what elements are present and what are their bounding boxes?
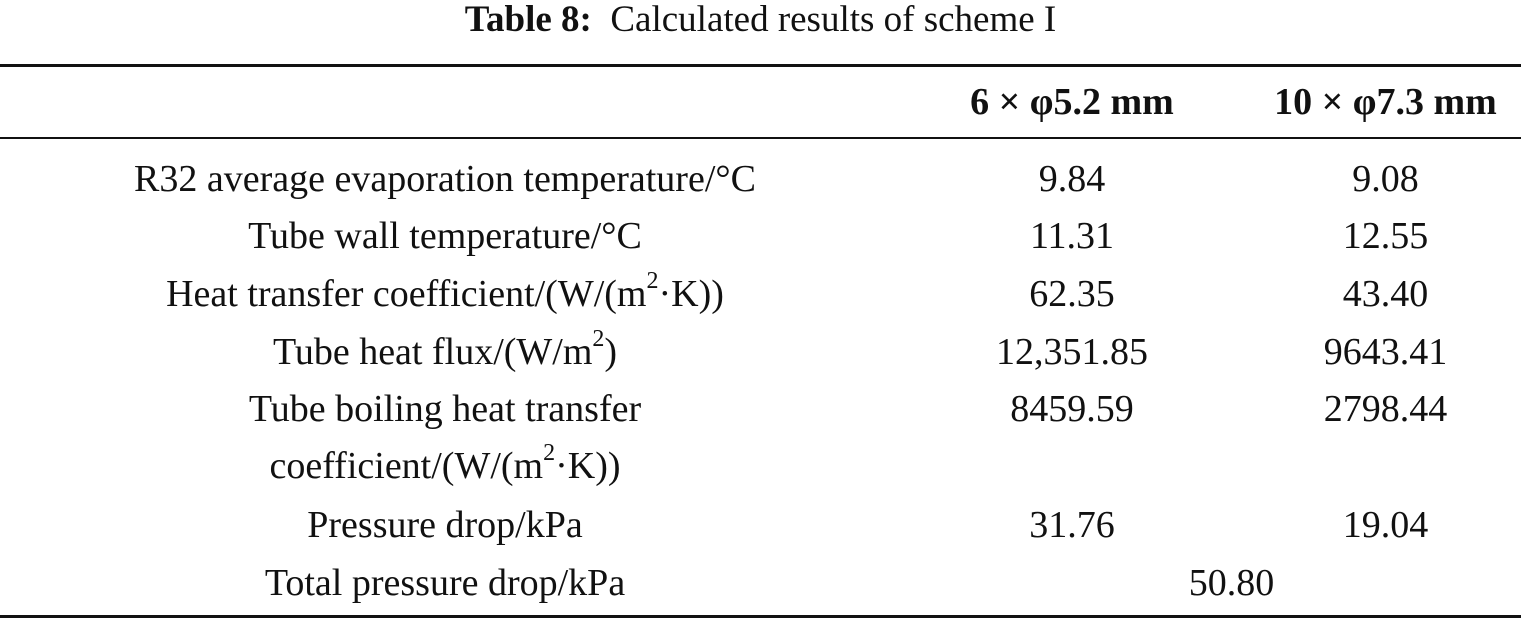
cell-boiling-heat-transfer-a: 8459.59 xyxy=(1010,388,1134,430)
table-bottom-rule xyxy=(0,615,1521,618)
row-label-text: Heat transfer coefficient/(W/(m xyxy=(166,273,647,315)
cell-evaporation-temperature-a: 9.84 xyxy=(1038,158,1106,200)
row-label-total-pressure-drop: Total pressure drop/kPa xyxy=(264,562,626,604)
table-caption: Table 8: Calculated results of scheme I xyxy=(0,0,1521,42)
table-caption-text: Calculated results of scheme I xyxy=(610,0,1057,40)
row-label-text: Tube heat flux/(W/m xyxy=(272,331,593,373)
row-label-heat-transfer-coefficient: Heat transfer coefficient/(W/(m2·K)) xyxy=(0,269,890,316)
row-label-text-tail: ·K)) xyxy=(555,445,621,487)
cell-pressure-drop-a: 31.76 xyxy=(1029,504,1115,546)
row-label-boiling-heat-transfer-line2: coefficient/(W/(m2·K)) xyxy=(0,441,890,488)
cell-tube-heat-flux-a: 12,351.85 xyxy=(996,331,1148,373)
row-label-text: coefficient/(W/(m xyxy=(269,445,544,487)
table-caption-label: Table 8: xyxy=(464,0,592,40)
column-header-6x5.2mm: 6 × φ5.2 mm xyxy=(970,81,1174,123)
cell-heat-transfer-coefficient-b: 43.40 xyxy=(1342,273,1429,315)
superscript: 2 xyxy=(646,268,659,295)
cell-pressure-drop-b: 19.04 xyxy=(1342,504,1429,546)
row-label-text-tail: ) xyxy=(604,331,618,373)
cell-heat-transfer-coefficient-a: 62.35 xyxy=(1029,273,1115,315)
row-label-tube-heat-flux: Tube heat flux/(W/m2) xyxy=(0,327,890,374)
cell-tube-wall-temperature-a: 11.31 xyxy=(1029,215,1115,257)
cell-boiling-heat-transfer-b: 2798.44 xyxy=(1323,388,1448,430)
table-header-rule xyxy=(0,137,1521,139)
row-label-boiling-heat-transfer-line1: Tube boiling heat transfer xyxy=(248,388,642,430)
cell-evaporation-temperature-b: 9.08 xyxy=(1352,158,1419,200)
superscript: 2 xyxy=(592,326,605,353)
cell-total-pressure-drop: 50.80 xyxy=(1188,562,1275,604)
row-label-text-tail: ·K)) xyxy=(658,273,724,315)
row-label-pressure-drop: Pressure drop/kPa xyxy=(307,504,583,546)
cell-tube-wall-temperature-b: 12.55 xyxy=(1342,215,1429,257)
row-label-evaporation-temperature: R32 average evaporation temperature/°C xyxy=(134,158,756,200)
table-top-rule xyxy=(0,64,1521,67)
superscript: 2 xyxy=(543,440,556,467)
row-label-tube-wall-temperature: Tube wall temperature/°C xyxy=(248,215,642,257)
cell-tube-heat-flux-b: 9643.41 xyxy=(1323,331,1448,373)
column-header-10x7.3mm: 10 × φ7.3 mm xyxy=(1274,81,1497,123)
